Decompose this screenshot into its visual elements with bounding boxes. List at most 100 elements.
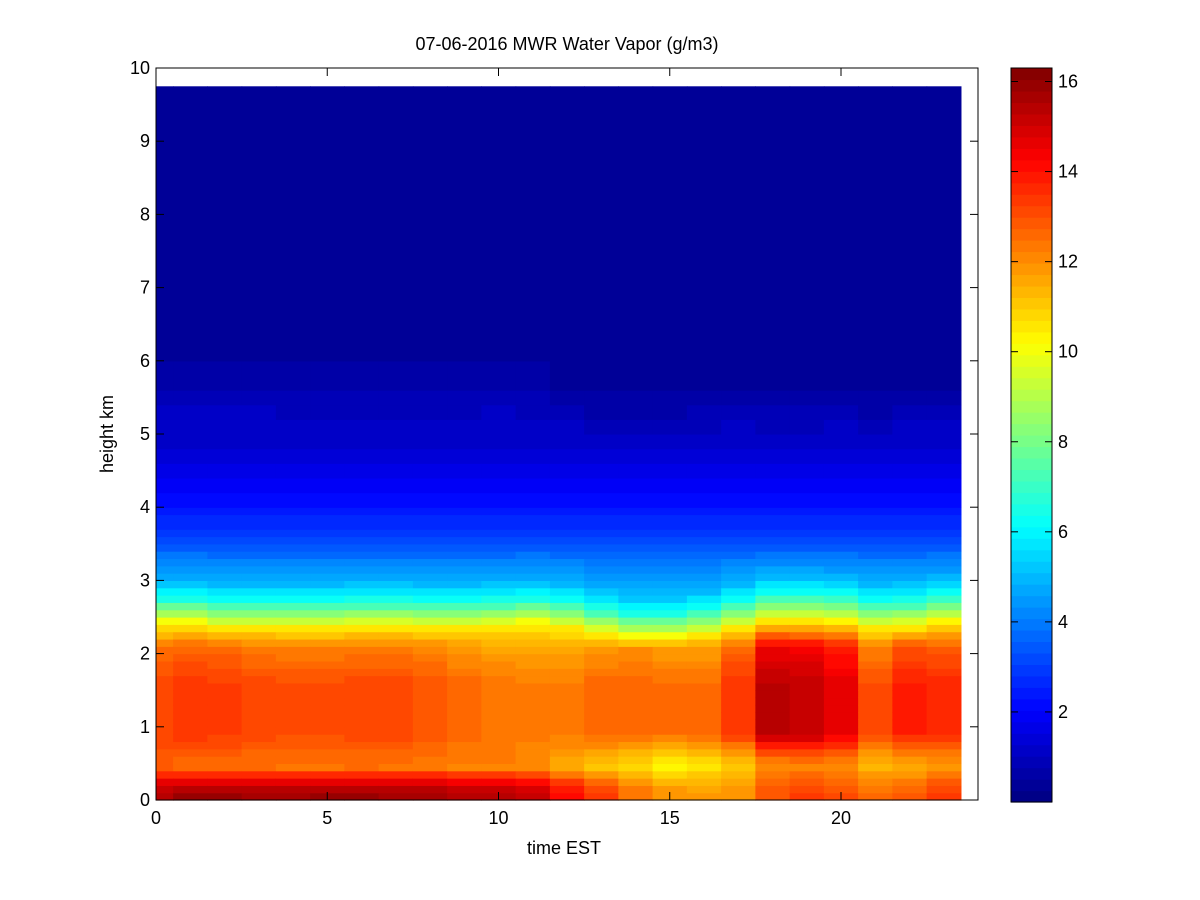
heatmap-cell	[481, 734, 517, 743]
heatmap-cell	[447, 514, 482, 523]
heatmap-cell	[378, 748, 414, 757]
heatmap-cell	[378, 668, 414, 677]
heatmap-cell	[789, 792, 825, 801]
heatmap-cell	[789, 360, 825, 391]
colorbar-segment	[1011, 68, 1052, 81]
heatmap-cell	[721, 529, 756, 538]
heatmap-cell	[481, 514, 517, 523]
heatmap-cell	[481, 638, 517, 647]
heatmap-cell	[721, 551, 756, 560]
heatmap-cell	[173, 463, 208, 479]
heatmap-cell	[823, 609, 859, 618]
heatmap-cell	[310, 690, 345, 699]
heatmap-cell	[207, 536, 243, 545]
heatmap-cell	[275, 704, 311, 713]
heatmap-cell	[755, 543, 791, 552]
heatmap-cell	[789, 86, 825, 362]
heatmap-cell	[207, 360, 243, 391]
heatmap-cell	[378, 448, 414, 464]
heatmap-cell	[241, 86, 277, 362]
heatmap-cell	[892, 741, 928, 750]
heatmap-cell	[926, 726, 962, 735]
heatmap-cell	[207, 763, 243, 772]
heatmap-cell	[173, 390, 208, 406]
heatmap-cell	[447, 785, 482, 794]
heatmap-cell	[412, 741, 448, 750]
heatmap-cell	[721, 734, 756, 743]
heatmap-cell	[156, 536, 174, 545]
heatmap-cell	[173, 631, 208, 640]
heatmap-cell	[447, 778, 482, 786]
heatmap-cell	[344, 660, 380, 669]
heatmap-cell	[344, 734, 380, 743]
heatmap-cell	[241, 712, 277, 721]
heatmap-cell	[652, 609, 688, 618]
heatmap-cell	[241, 390, 277, 406]
heatmap-cell	[721, 741, 756, 750]
heatmap-cell	[412, 390, 448, 406]
heatmap-cell	[173, 573, 208, 581]
heatmap-cell	[207, 573, 243, 581]
heatmap-cell	[618, 748, 654, 757]
heatmap-cell	[755, 778, 791, 786]
heatmap-cell	[241, 492, 277, 508]
heatmap-cell	[721, 792, 756, 801]
heatmap-cell	[789, 595, 825, 603]
heatmap-cell	[207, 595, 243, 603]
heatmap-cell	[344, 543, 380, 552]
heatmap-cell	[652, 587, 688, 596]
heatmap-cell	[156, 573, 174, 581]
heatmap-cell	[447, 602, 482, 611]
heatmap-cell	[481, 778, 517, 786]
heatmap-cell	[412, 668, 448, 677]
heatmap-cell	[926, 477, 962, 494]
heatmap-cell	[481, 726, 517, 735]
heatmap-cell	[858, 712, 893, 721]
heatmap-cell	[207, 419, 243, 435]
y-axis: 0 1 2 3 4 5 6 7 8 9 10	[130, 58, 978, 810]
heatmap-cell	[173, 617, 208, 625]
heatmap-cell	[156, 609, 174, 618]
heatmap-cell	[481, 521, 517, 530]
heatmap-cell	[926, 558, 962, 567]
heatmap-cell	[755, 404, 791, 420]
heatmap-cell	[789, 390, 825, 406]
heatmap-cell	[207, 704, 243, 713]
colorbar-segment	[1011, 435, 1052, 448]
heatmap-cell	[755, 573, 791, 581]
heatmap-cell	[481, 543, 517, 552]
heatmap-cell	[584, 404, 619, 420]
heatmap-cell	[241, 529, 277, 538]
heatmap-cell	[686, 529, 722, 538]
heatmap-cell	[412, 543, 448, 552]
heatmap-cell	[926, 792, 962, 801]
colorbar-segment	[1011, 113, 1052, 126]
heatmap-cell	[173, 646, 208, 655]
heatmap-cell	[926, 624, 962, 633]
heatmap-cell	[481, 573, 517, 581]
heatmap-cell	[858, 448, 893, 464]
heatmap-cell	[686, 551, 722, 560]
heatmap-cell	[755, 580, 791, 589]
heatmap-cell	[515, 602, 551, 611]
heatmap-cell	[549, 756, 585, 764]
heatmap-cell	[310, 617, 345, 625]
heatmap-cell	[618, 448, 654, 464]
colorbar-segment	[1011, 194, 1052, 207]
heatmap-cell	[549, 624, 585, 633]
heatmap-cell	[378, 682, 414, 691]
heatmap-cell	[858, 558, 893, 567]
heatmap-cell	[721, 704, 756, 713]
heatmap-cell	[207, 543, 243, 552]
heatmap-cell	[207, 463, 243, 479]
heatmap-cell	[823, 682, 859, 691]
heatmap-cell	[310, 514, 345, 523]
heatmap-cell	[412, 653, 448, 662]
colorbar-segment	[1011, 664, 1052, 677]
y-tick-label: 8	[140, 204, 150, 224]
heatmap-cell	[686, 463, 722, 479]
colorbar-segment	[1011, 790, 1052, 803]
heatmap-cell	[378, 631, 414, 640]
heatmap-cell	[892, 434, 928, 450]
